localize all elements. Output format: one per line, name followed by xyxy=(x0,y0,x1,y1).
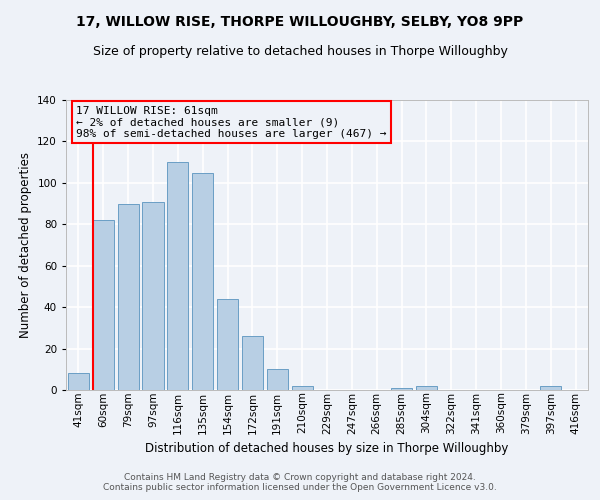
Bar xyxy=(93,220,114,390)
Y-axis label: Number of detached properties: Number of detached properties xyxy=(19,152,32,338)
Bar xyxy=(267,370,288,390)
Bar xyxy=(391,388,412,390)
Text: Contains HM Land Registry data © Crown copyright and database right 2024.
Contai: Contains HM Land Registry data © Crown c… xyxy=(103,473,497,492)
Text: Size of property relative to detached houses in Thorpe Willoughby: Size of property relative to detached ho… xyxy=(92,45,508,58)
Bar xyxy=(192,172,213,390)
Bar xyxy=(416,386,437,390)
Bar xyxy=(540,386,561,390)
Bar xyxy=(242,336,263,390)
Bar xyxy=(118,204,139,390)
Text: 17 WILLOW RISE: 61sqm
← 2% of detached houses are smaller (9)
98% of semi-detach: 17 WILLOW RISE: 61sqm ← 2% of detached h… xyxy=(76,106,387,139)
Bar xyxy=(167,162,188,390)
Text: 17, WILLOW RISE, THORPE WILLOUGHBY, SELBY, YO8 9PP: 17, WILLOW RISE, THORPE WILLOUGHBY, SELB… xyxy=(76,15,524,29)
X-axis label: Distribution of detached houses by size in Thorpe Willoughby: Distribution of detached houses by size … xyxy=(145,442,509,455)
Bar xyxy=(292,386,313,390)
Bar xyxy=(142,202,164,390)
Bar xyxy=(217,299,238,390)
Bar xyxy=(68,374,89,390)
